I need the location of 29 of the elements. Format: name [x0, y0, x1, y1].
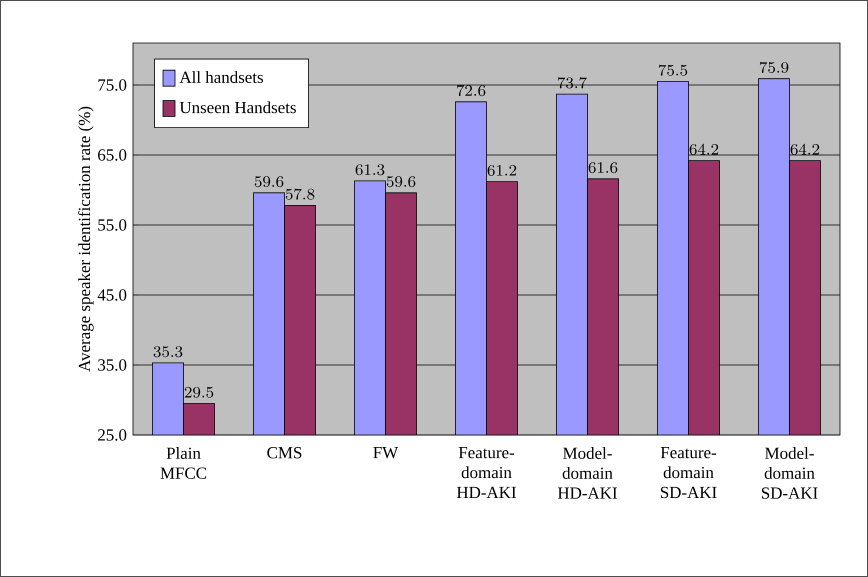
y-tick-label: 25.0	[98, 429, 126, 441]
data-label: 61 .6	[588, 162, 618, 174]
y-tick-label: 75.0	[98, 79, 126, 91]
data-label: 59.6	[254, 176, 284, 188]
data-label: 61 .3	[356, 164, 384, 176]
data-label: 75.5	[658, 64, 688, 76]
y-tick-label: 35.0	[98, 359, 126, 371]
data-label: 57.8	[286, 188, 314, 200]
data-label: 29.5	[184, 386, 214, 398]
data-label: 35.3	[154, 346, 182, 358]
x-tick-label: Feature-domain SD-AKI	[660, 447, 717, 498]
data-label: 75.9	[760, 62, 788, 74]
x-tick-label: Plain MFCC	[160, 447, 206, 479]
legend-label: All handsets	[180, 71, 263, 83]
x-tick-label: Model-domain HD-AKI	[558, 447, 617, 499]
data-label: 64.2	[690, 144, 718, 155]
x-tick-label: Feature-domain HD-AKI	[456, 447, 516, 498]
x-tick-label: CMS	[267, 447, 302, 458]
legend-label: Unseen Handsets	[180, 101, 296, 114]
x-tick-label: FW	[373, 447, 398, 458]
x-tick-label: Model-domain SD-AKI	[762, 447, 818, 499]
y-tick-label: 55.0	[98, 219, 126, 231]
data-label: 72.6	[456, 84, 486, 96]
y-axis-title: Average speaker identification rate (%)	[78, 106, 94, 372]
data-label: 64.2	[790, 144, 820, 155]
y-tick-label: 65.0	[98, 149, 126, 161]
data-label: 59.6	[386, 176, 416, 188]
y-tick-label: 45.0	[98, 289, 126, 301]
data-label: 61 .2	[488, 164, 516, 176]
